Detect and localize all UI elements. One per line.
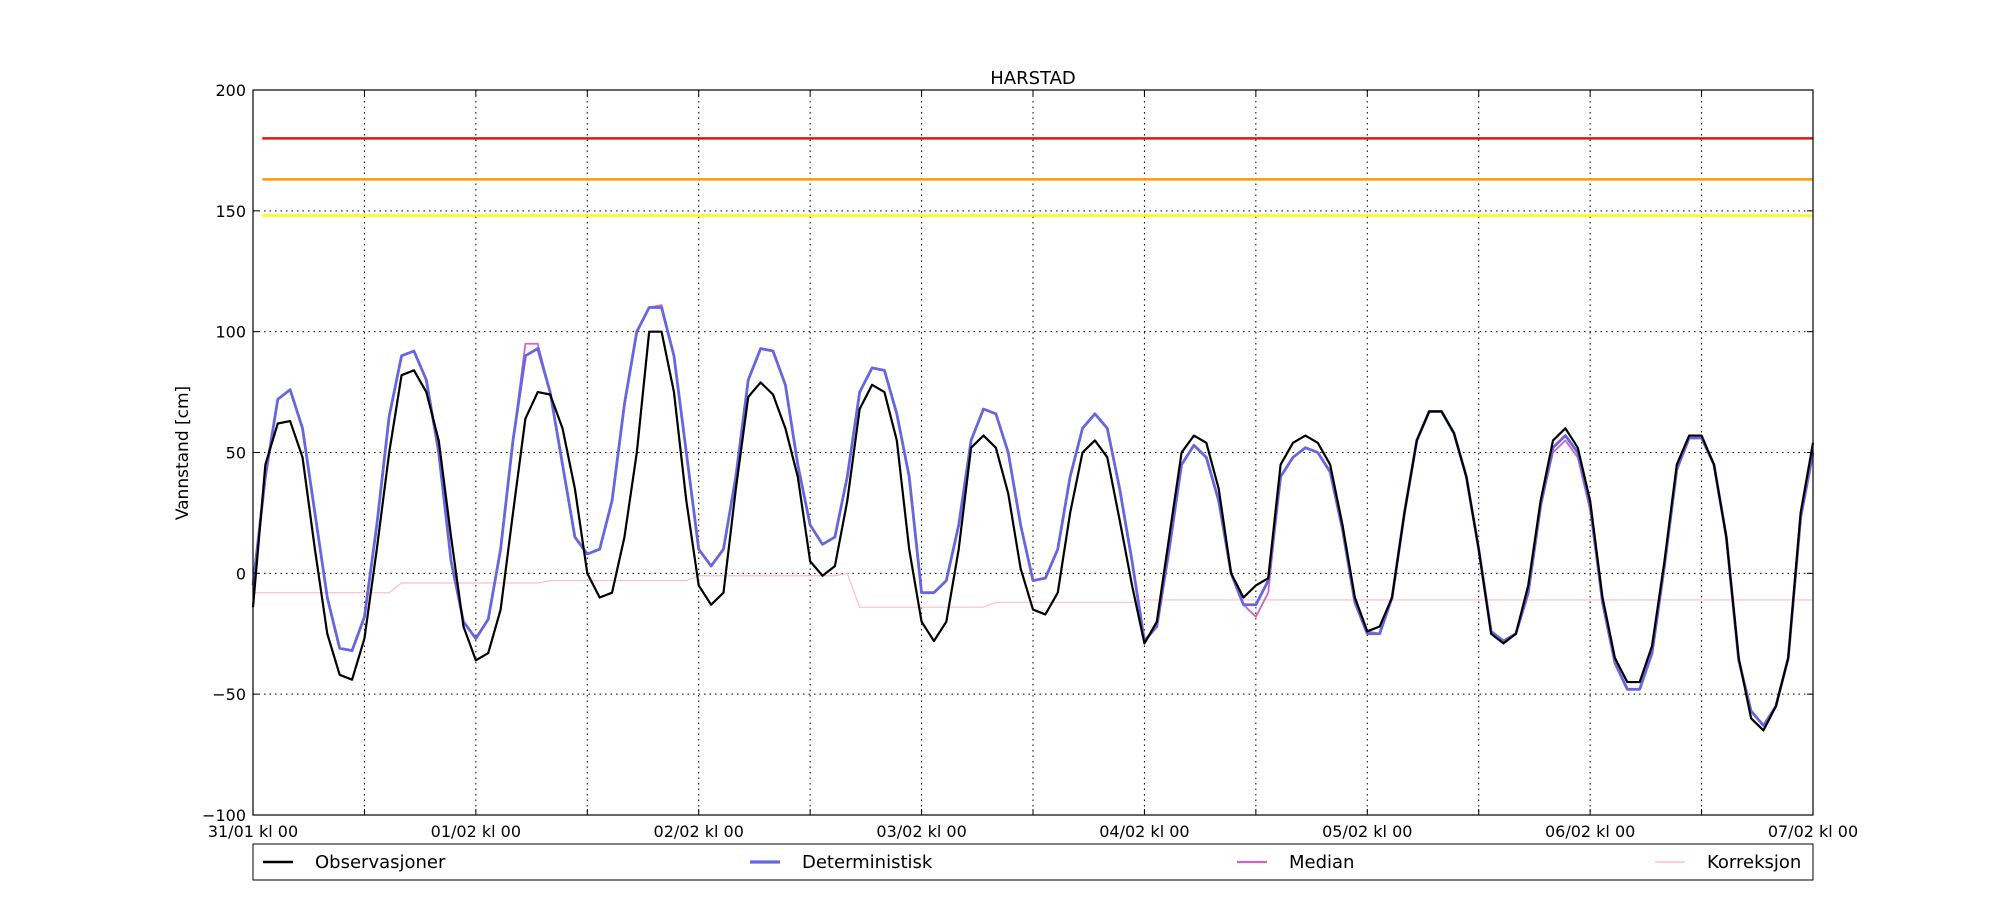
- legend-label: Deterministisk: [802, 852, 933, 873]
- legend-label: Median: [1289, 852, 1354, 873]
- x-tick-label: 05/02 kl 00: [1322, 822, 1412, 841]
- x-tick-label: 02/02 kl 00: [654, 822, 744, 841]
- series-lines: [251, 304, 1815, 732]
- y-tick-label: 50: [226, 444, 246, 463]
- y-axis-label: Vannstand [cm]: [173, 386, 193, 520]
- legend-label: Observasjoner: [315, 852, 446, 873]
- x-tick-label: 04/02 kl 00: [1099, 822, 1189, 841]
- axis-ticks: 31/01 kl 00 01/02 kl 00 02/02 kl 00 03/02 k…: [202, 81, 1858, 841]
- threshold-lines: [262, 137, 1813, 217]
- y-tick-label: 150: [215, 202, 246, 221]
- legend: Observasjoner Deterministisk Median Korreks…: [252, 843, 1814, 881]
- x-tick-label: 01/02 kl 00: [431, 822, 521, 841]
- x-tick-label: 31/01 kl 00: [208, 822, 298, 841]
- y-tick-label: 0: [236, 564, 246, 583]
- series-line-deterministisk: [251, 306, 1815, 727]
- chart-title: HARSTAD: [990, 68, 1076, 89]
- series-line-korreksjon: [253, 572, 1813, 608]
- legend-frame: [252, 843, 1814, 881]
- x-tick-label: 07/02 kl 00: [1768, 822, 1858, 841]
- series-line-observasjoner: [251, 330, 1815, 732]
- y-tick-label: 100: [215, 323, 246, 342]
- y-tick-label: −50: [212, 685, 246, 704]
- x-tick-label: 03/02 kl 00: [876, 822, 966, 841]
- legend-label: Korreksjon: [1707, 852, 1801, 873]
- y-tick-label: −100: [202, 806, 246, 825]
- x-tick-label: 06/02 kl 00: [1545, 822, 1635, 841]
- y-tick-label: 200: [215, 81, 246, 100]
